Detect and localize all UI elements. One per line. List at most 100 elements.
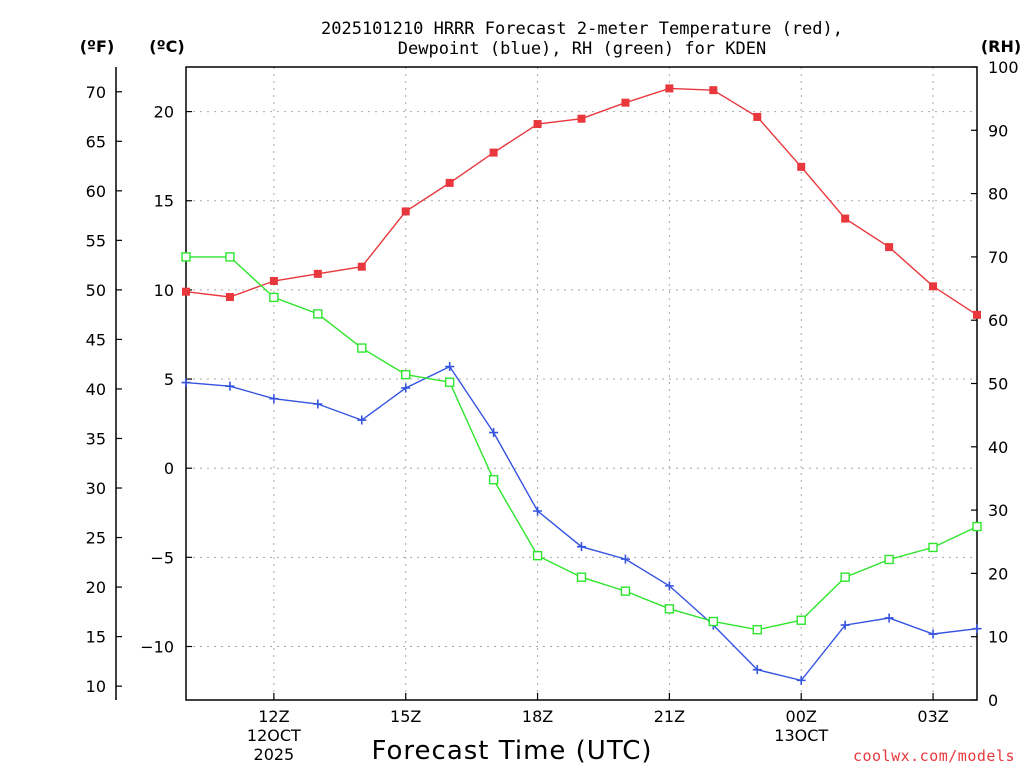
data-point-marker bbox=[752, 625, 762, 635]
rh-tick-label: 60 bbox=[988, 311, 1008, 330]
fahrenheit-tick-label: 20 bbox=[86, 578, 106, 597]
data-point-marker bbox=[181, 252, 191, 262]
data-point-marker bbox=[357, 262, 366, 271]
plot-frame bbox=[185, 66, 978, 701]
fahrenheit-tick-label: 10 bbox=[86, 677, 106, 696]
data-point-marker bbox=[225, 252, 235, 262]
data-point-marker bbox=[796, 675, 806, 685]
data-point-marker bbox=[928, 629, 938, 639]
rh-tick-label: 40 bbox=[988, 438, 1008, 457]
data-point-marker bbox=[753, 112, 762, 121]
celsius-tick-label: 10 bbox=[154, 281, 174, 300]
data-point-marker bbox=[182, 287, 190, 296]
data-point-marker bbox=[620, 554, 630, 564]
fahrenheit-tick-label: 15 bbox=[86, 628, 106, 647]
data-point-marker bbox=[885, 243, 894, 252]
rh-tick-label: 0 bbox=[988, 691, 998, 710]
celsius-tick-label: 0 bbox=[164, 459, 174, 478]
data-point-marker bbox=[840, 572, 850, 582]
data-point-marker bbox=[269, 292, 279, 303]
data-point-marker bbox=[445, 178, 454, 187]
time-tick-label: 13OCT bbox=[774, 726, 828, 745]
data-point-marker bbox=[884, 613, 894, 623]
data-point-marker bbox=[445, 362, 455, 372]
data-point-marker bbox=[664, 581, 674, 591]
rh-tick-label: 70 bbox=[988, 248, 1008, 267]
data-point-marker bbox=[181, 378, 191, 388]
time-tick-label: 12Z bbox=[258, 707, 289, 726]
data-point-marker bbox=[709, 86, 718, 95]
data-point-marker bbox=[401, 369, 411, 380]
axes bbox=[115, 66, 978, 701]
data-point-marker bbox=[576, 572, 587, 582]
celsius-tick-label: −10 bbox=[140, 638, 174, 657]
data-point-marker bbox=[225, 381, 235, 391]
celsius-tick-label: −5 bbox=[150, 548, 174, 567]
series-2-meter-temperature bbox=[182, 84, 981, 319]
data-point-marker bbox=[665, 84, 674, 93]
fahrenheit-tick-label: 45 bbox=[86, 330, 106, 349]
data-point-marker bbox=[489, 428, 499, 438]
x-axis-label: Forecast Time (UTC) bbox=[371, 736, 652, 766]
time-tick-label: 18Z bbox=[522, 707, 553, 726]
data-point-marker bbox=[708, 616, 719, 627]
data-point-marker bbox=[532, 550, 543, 561]
data-point-marker bbox=[884, 554, 894, 565]
data-point-marker bbox=[401, 383, 411, 393]
data-point-marker bbox=[972, 624, 982, 634]
rh-unit-label: (RH) bbox=[981, 37, 1021, 56]
time-tick-label: 03Z bbox=[917, 707, 948, 726]
time-tick-label: 21Z bbox=[654, 707, 685, 726]
credit-text: coolwx.com/models bbox=[853, 747, 1015, 765]
data-point-marker bbox=[973, 310, 981, 319]
celsius-unit-label: (ºC) bbox=[149, 37, 184, 56]
rh-tick-label: 30 bbox=[988, 501, 1008, 520]
fahrenheit-tick-label: 55 bbox=[86, 231, 106, 250]
data-point-marker bbox=[840, 620, 850, 630]
time-tick-label: 00Z bbox=[786, 707, 817, 726]
data-point-marker bbox=[225, 293, 234, 302]
data-point-marker bbox=[269, 394, 279, 404]
data-series bbox=[181, 84, 982, 685]
data-point-marker bbox=[928, 542, 938, 553]
fahrenheit-tick-label: 30 bbox=[86, 479, 106, 498]
data-point-marker bbox=[313, 309, 323, 319]
data-point-marker bbox=[620, 586, 631, 596]
grid-lines bbox=[186, 67, 977, 700]
celsius-tick-label: 20 bbox=[154, 103, 174, 122]
data-point-marker bbox=[664, 604, 675, 614]
fahrenheit-tick-label: 65 bbox=[86, 132, 106, 151]
data-point-marker bbox=[533, 120, 542, 129]
data-point-marker bbox=[489, 148, 498, 157]
data-point-marker bbox=[841, 214, 850, 223]
data-point-marker bbox=[357, 343, 367, 353]
data-point-marker bbox=[621, 98, 630, 107]
time-tick-label: 12OCT bbox=[247, 726, 301, 745]
data-point-marker bbox=[313, 399, 323, 409]
fahrenheit-tick-label: 40 bbox=[86, 380, 106, 399]
time-tick-label: 2025 bbox=[254, 745, 295, 764]
time-tick-label: 15Z bbox=[390, 707, 421, 726]
data-point-marker bbox=[269, 276, 278, 285]
data-point-marker bbox=[796, 615, 806, 625]
data-point-marker bbox=[577, 542, 586, 552]
data-point-marker bbox=[533, 506, 543, 516]
chart-title-line-1: 2025101210 HRRR Forecast 2-meter Tempera… bbox=[321, 19, 843, 39]
data-point-marker bbox=[357, 415, 367, 425]
data-point-marker bbox=[401, 207, 410, 216]
data-point-marker bbox=[797, 162, 806, 171]
rh-tick-label: 50 bbox=[988, 375, 1008, 394]
data-point-marker bbox=[752, 665, 762, 675]
fahrenheit-unit-label: (ºF) bbox=[80, 37, 115, 56]
fahrenheit-tick-label: 70 bbox=[86, 83, 106, 102]
data-point-marker bbox=[929, 282, 938, 291]
data-point-marker bbox=[444, 377, 455, 387]
rh-tick-label: 20 bbox=[988, 564, 1008, 583]
rh-tick-label: 100 bbox=[988, 58, 1019, 77]
data-point-marker bbox=[972, 521, 982, 532]
series-line bbox=[185, 365, 978, 682]
rh-tick-label: 90 bbox=[988, 121, 1008, 140]
celsius-tick-label: 5 bbox=[164, 370, 174, 389]
series-relative-humidity bbox=[181, 252, 982, 635]
